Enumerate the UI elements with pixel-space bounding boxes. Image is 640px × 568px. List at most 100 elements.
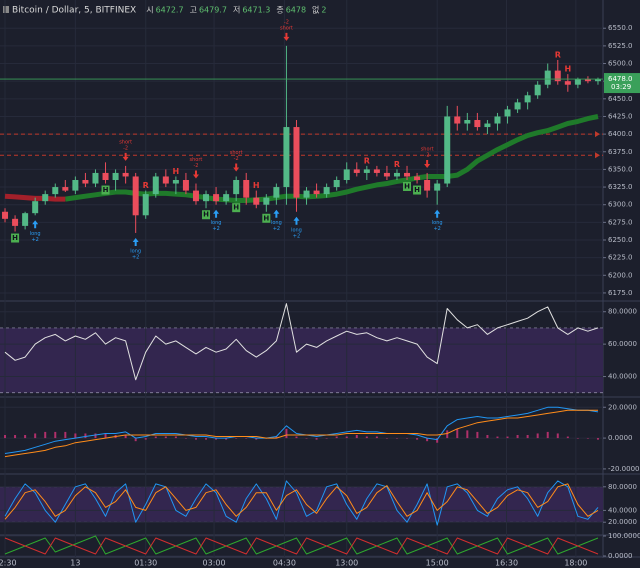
signal-badge-text: H bbox=[404, 183, 410, 191]
candle-body bbox=[393, 172, 400, 177]
signal-text: short bbox=[230, 150, 243, 156]
histogram-bar bbox=[576, 438, 579, 439]
candle-body bbox=[574, 79, 581, 85]
candle-body bbox=[12, 218, 19, 226]
candle-body bbox=[253, 197, 260, 205]
candle-body bbox=[233, 180, 240, 195]
histogram-bar bbox=[295, 436, 298, 439]
histogram-bar bbox=[375, 436, 378, 439]
x-tick-label: 13:00 bbox=[335, 559, 358, 568]
signal-text: +2 bbox=[31, 237, 38, 243]
signal-badge bbox=[101, 185, 110, 195]
signal-badge-text: H bbox=[173, 167, 180, 176]
candle-body bbox=[534, 84, 541, 96]
y-tick-label: 6375.0 bbox=[608, 148, 633, 156]
histogram-bar bbox=[64, 431, 67, 439]
histogram-bar bbox=[104, 433, 107, 439]
candle-body bbox=[584, 79, 591, 82]
y-tick-label: 40.0000 bbox=[608, 506, 637, 514]
candle-body bbox=[554, 70, 561, 82]
signal-text: +2 bbox=[212, 226, 219, 232]
candle-body bbox=[594, 79, 601, 82]
candle-body bbox=[484, 123, 491, 128]
candle-body bbox=[283, 127, 290, 188]
candle-body bbox=[22, 213, 29, 226]
histogram-bar bbox=[416, 438, 419, 440]
ohlc-label: 없 bbox=[312, 6, 320, 15]
candle-body bbox=[32, 201, 39, 214]
signal-badge-text: H bbox=[263, 214, 269, 222]
histogram-bar bbox=[406, 438, 409, 439]
histogram-bar bbox=[365, 436, 368, 439]
candle-body bbox=[343, 169, 350, 180]
histogram-bar bbox=[205, 438, 208, 440]
candle-body bbox=[504, 109, 511, 117]
menu-icon bbox=[3, 6, 9, 13]
signal-text: -2 bbox=[284, 19, 289, 25]
signal-text: short bbox=[119, 139, 132, 145]
ohlc-value: 6471.3 bbox=[242, 6, 270, 15]
candle-body bbox=[363, 169, 370, 173]
signal-arrow bbox=[273, 209, 280, 218]
candle-body bbox=[383, 172, 390, 177]
histogram-bar bbox=[34, 433, 37, 439]
signal-text: short bbox=[421, 146, 434, 152]
histogram-bar bbox=[74, 433, 77, 439]
histogram-bar bbox=[566, 436, 569, 439]
candle-body bbox=[152, 176, 159, 195]
histogram-bar bbox=[506, 436, 509, 439]
ohlc-label: 시 bbox=[146, 6, 153, 15]
y-tick-label: 6275.0 bbox=[608, 218, 633, 226]
candle-body bbox=[434, 183, 441, 191]
last-price-label: 6478.0 bbox=[608, 75, 633, 83]
y-tick-label: 40.0000 bbox=[608, 373, 637, 381]
histogram-bar bbox=[174, 436, 177, 439]
signal-text: short bbox=[280, 25, 293, 31]
chart-title: Bitcoin / Dollar, 5, BITFINEX bbox=[12, 6, 136, 16]
histogram-bar bbox=[596, 438, 599, 440]
candle-body bbox=[72, 180, 79, 191]
histogram-bar bbox=[24, 435, 27, 439]
signal-badge bbox=[413, 185, 422, 195]
signal-arrow bbox=[213, 209, 220, 218]
histogram-bar bbox=[285, 428, 288, 439]
histogram-bar bbox=[395, 438, 398, 439]
candle-body bbox=[102, 172, 109, 180]
signal-arrow bbox=[122, 152, 129, 161]
histogram-bar bbox=[536, 433, 539, 439]
x-tick-label: 04:30 bbox=[273, 559, 296, 568]
signal-text: short bbox=[190, 157, 203, 163]
y-tick-label: 6500.0 bbox=[608, 60, 633, 68]
histogram-bar bbox=[355, 435, 358, 439]
x-tick-label: 13 bbox=[70, 559, 80, 568]
signal-text: long bbox=[211, 220, 222, 226]
histogram-bar bbox=[235, 438, 238, 439]
candle-body bbox=[263, 197, 270, 205]
candle-body bbox=[182, 180, 189, 191]
x-tick-label: 18:00 bbox=[564, 559, 587, 568]
series-line bbox=[4, 537, 599, 555]
y-tick-label: 6300.0 bbox=[608, 201, 633, 209]
signal-badge bbox=[232, 203, 241, 213]
histogram-bar bbox=[14, 435, 17, 439]
signal-text: long bbox=[271, 220, 282, 226]
signal-badge-text: H bbox=[103, 186, 109, 194]
signal-text: +2 bbox=[273, 226, 280, 232]
signal-text: +2 bbox=[293, 233, 300, 239]
candle-body bbox=[42, 194, 49, 202]
candle-body bbox=[273, 187, 280, 198]
signal-text: +2 bbox=[132, 254, 139, 260]
series-line bbox=[4, 406, 599, 454]
y-tick-label: 6250.0 bbox=[608, 236, 633, 244]
signal-arrow bbox=[192, 170, 199, 179]
signal-text: long bbox=[432, 220, 443, 226]
candle-body bbox=[404, 172, 411, 177]
candle-body bbox=[303, 190, 310, 198]
histogram-bar bbox=[255, 438, 258, 440]
y-tick-label: 6325.0 bbox=[608, 183, 633, 191]
candle-body bbox=[112, 172, 119, 180]
histogram-bar bbox=[225, 438, 228, 440]
histogram-bar bbox=[345, 436, 348, 439]
signal-arrow bbox=[283, 32, 290, 41]
candle-body bbox=[192, 190, 199, 202]
